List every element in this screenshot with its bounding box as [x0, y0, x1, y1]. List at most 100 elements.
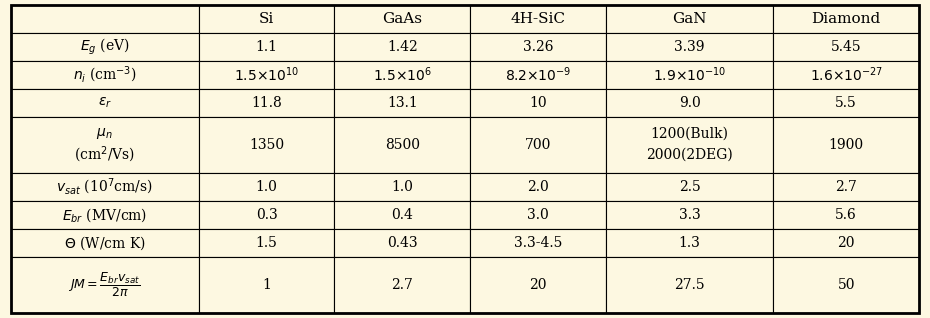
Text: $\Theta$ (W/cm K): $\Theta$ (W/cm K)	[64, 234, 145, 252]
Text: 50: 50	[838, 278, 855, 292]
Bar	[606, 117, 773, 173]
Bar	[199, 61, 335, 89]
Text: 11.8: 11.8	[251, 96, 282, 110]
Text: GaAs: GaAs	[382, 11, 422, 25]
Bar	[773, 4, 920, 33]
Text: 2.7: 2.7	[835, 180, 857, 194]
Bar	[471, 117, 606, 173]
Bar	[606, 201, 773, 229]
Bar	[10, 33, 199, 61]
Bar	[471, 257, 606, 314]
Bar	[471, 201, 606, 229]
Bar	[471, 173, 606, 201]
Text: $n_i$ (cm$^{-3}$): $n_i$ (cm$^{-3}$)	[73, 65, 137, 85]
Text: 20: 20	[529, 278, 547, 292]
Bar	[606, 61, 773, 89]
Bar	[199, 89, 335, 117]
Bar	[606, 89, 773, 117]
Text: 5.5: 5.5	[835, 96, 857, 110]
Bar	[335, 61, 471, 89]
Bar	[606, 173, 773, 201]
Bar	[10, 229, 199, 257]
Text: Si: Si	[259, 11, 274, 25]
Text: 5.45: 5.45	[830, 40, 861, 54]
Bar	[773, 173, 920, 201]
Bar	[199, 257, 335, 314]
Bar	[471, 229, 606, 257]
Bar	[773, 61, 920, 89]
Bar	[471, 61, 606, 89]
Bar	[606, 229, 773, 257]
Text: 20: 20	[838, 236, 855, 250]
Text: 13.1: 13.1	[387, 96, 418, 110]
Bar	[606, 257, 773, 314]
Text: $8.2{\times}10^{-9}$: $8.2{\times}10^{-9}$	[505, 66, 571, 84]
Text: 1.42: 1.42	[387, 40, 418, 54]
Bar	[10, 4, 199, 33]
Bar	[606, 4, 773, 33]
Text: 0.3: 0.3	[256, 208, 277, 222]
Bar	[335, 89, 471, 117]
Text: 27.5: 27.5	[674, 278, 705, 292]
Text: 3.3-4.5: 3.3-4.5	[514, 236, 563, 250]
Text: (cm$^2$/Vs): (cm$^2$/Vs)	[74, 145, 135, 165]
Text: 1.1: 1.1	[256, 40, 277, 54]
Text: $1.9{\times}10^{-10}$: $1.9{\times}10^{-10}$	[653, 66, 726, 84]
Text: $1.5{\times}10^{6}$: $1.5{\times}10^{6}$	[373, 66, 432, 84]
Bar	[606, 33, 773, 61]
Text: 0.43: 0.43	[387, 236, 418, 250]
Text: 1.0: 1.0	[256, 180, 277, 194]
Bar	[199, 4, 335, 33]
Text: 3.39: 3.39	[674, 40, 705, 54]
Text: 0.4: 0.4	[392, 208, 413, 222]
Bar	[10, 173, 199, 201]
Text: 1: 1	[262, 278, 271, 292]
Bar	[773, 257, 920, 314]
Text: 9.0: 9.0	[679, 96, 700, 110]
Text: 700: 700	[525, 138, 551, 152]
Text: $1.5{\times}10^{10}$: $1.5{\times}10^{10}$	[234, 66, 299, 84]
Bar	[335, 201, 471, 229]
Text: $\mu_n$: $\mu_n$	[97, 126, 113, 141]
Text: Diamond: Diamond	[812, 11, 881, 25]
Bar	[199, 33, 335, 61]
Text: $\varepsilon_r$: $\varepsilon_r$	[98, 96, 112, 110]
Text: 2.5: 2.5	[679, 180, 700, 194]
Text: 2.0: 2.0	[527, 180, 549, 194]
Bar	[773, 229, 920, 257]
Bar	[773, 117, 920, 173]
Text: 1200(Bulk): 1200(Bulk)	[651, 127, 728, 141]
Text: 5.6: 5.6	[835, 208, 857, 222]
Bar	[199, 117, 335, 173]
Text: 1.3: 1.3	[679, 236, 700, 250]
Bar	[773, 89, 920, 117]
Text: 3.26: 3.26	[523, 40, 553, 54]
Text: 2000(2DEG): 2000(2DEG)	[646, 148, 733, 162]
Bar	[773, 201, 920, 229]
Bar	[10, 257, 199, 314]
Text: $E_{br}$ (MV/cm): $E_{br}$ (MV/cm)	[62, 206, 147, 224]
Bar	[335, 173, 471, 201]
Bar	[471, 4, 606, 33]
Text: 1350: 1350	[249, 138, 285, 152]
Bar	[199, 173, 335, 201]
Bar	[199, 201, 335, 229]
Text: 1.5: 1.5	[256, 236, 277, 250]
Text: $1.6{\times}10^{-27}$: $1.6{\times}10^{-27}$	[810, 66, 883, 84]
Bar	[335, 117, 471, 173]
Text: $E_g$ (eV): $E_g$ (eV)	[80, 37, 129, 57]
Text: GaN: GaN	[672, 11, 707, 25]
Text: 1900: 1900	[829, 138, 864, 152]
Text: 8500: 8500	[385, 138, 419, 152]
Bar	[471, 89, 606, 117]
Text: $v_{sat}$ (10$^7$cm/s): $v_{sat}$ (10$^7$cm/s)	[57, 177, 153, 197]
Bar	[471, 33, 606, 61]
Text: 3.3: 3.3	[679, 208, 700, 222]
Text: 10: 10	[529, 96, 547, 110]
Bar	[10, 117, 199, 173]
Bar	[335, 257, 471, 314]
Text: $JM = \dfrac{E_{br}v_{sat}}{2\pi}$: $JM = \dfrac{E_{br}v_{sat}}{2\pi}$	[69, 271, 140, 299]
Bar	[10, 61, 199, 89]
Bar	[335, 4, 471, 33]
Text: 2.7: 2.7	[392, 278, 413, 292]
